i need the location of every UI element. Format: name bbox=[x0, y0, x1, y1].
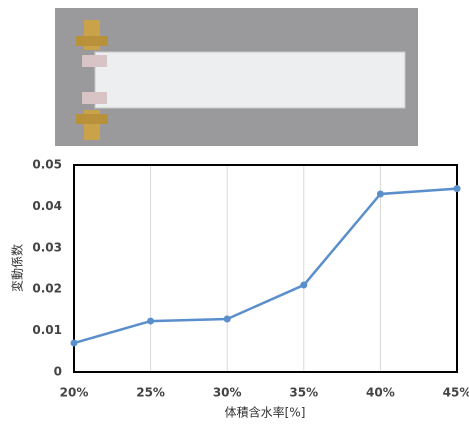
y-tick-label: 0.03 bbox=[32, 240, 62, 254]
data-point bbox=[71, 340, 78, 347]
plot-frame bbox=[74, 165, 457, 372]
pad bbox=[82, 55, 107, 67]
connector bbox=[76, 114, 108, 124]
connector bbox=[76, 36, 108, 46]
y-tick-label: 0 bbox=[54, 365, 62, 379]
x-tick-label: 35% bbox=[289, 386, 318, 400]
x-tick-label: 20% bbox=[60, 386, 89, 400]
x-tick-label: 45% bbox=[443, 386, 469, 400]
data-point bbox=[377, 190, 384, 197]
data-point bbox=[224, 316, 231, 323]
y-tick-label: 0.05 bbox=[32, 158, 62, 172]
page: 体積含水率[%] 変動係数 20% 25% 30% 35% 40% 45% 0 0.01 0.0… bbox=[0, 0, 469, 426]
photo bbox=[55, 8, 418, 146]
y-tick-label: 0.04 bbox=[32, 199, 62, 213]
sensor-board bbox=[95, 52, 405, 108]
x-tick-label: 30% bbox=[213, 386, 242, 400]
data-point bbox=[300, 282, 307, 289]
data-point bbox=[454, 185, 461, 192]
y-axis-label: 変動係数 bbox=[10, 244, 25, 292]
x-axis-label: 体積含水率[%] bbox=[225, 405, 306, 420]
x-tick-label: 40% bbox=[366, 386, 395, 400]
data-line bbox=[74, 189, 457, 343]
y-tick-label: 0.01 bbox=[32, 323, 62, 337]
pad bbox=[82, 92, 107, 104]
data-point bbox=[147, 318, 154, 325]
y-tick-label: 0.02 bbox=[32, 282, 62, 296]
x-tick-label: 25% bbox=[136, 386, 165, 400]
